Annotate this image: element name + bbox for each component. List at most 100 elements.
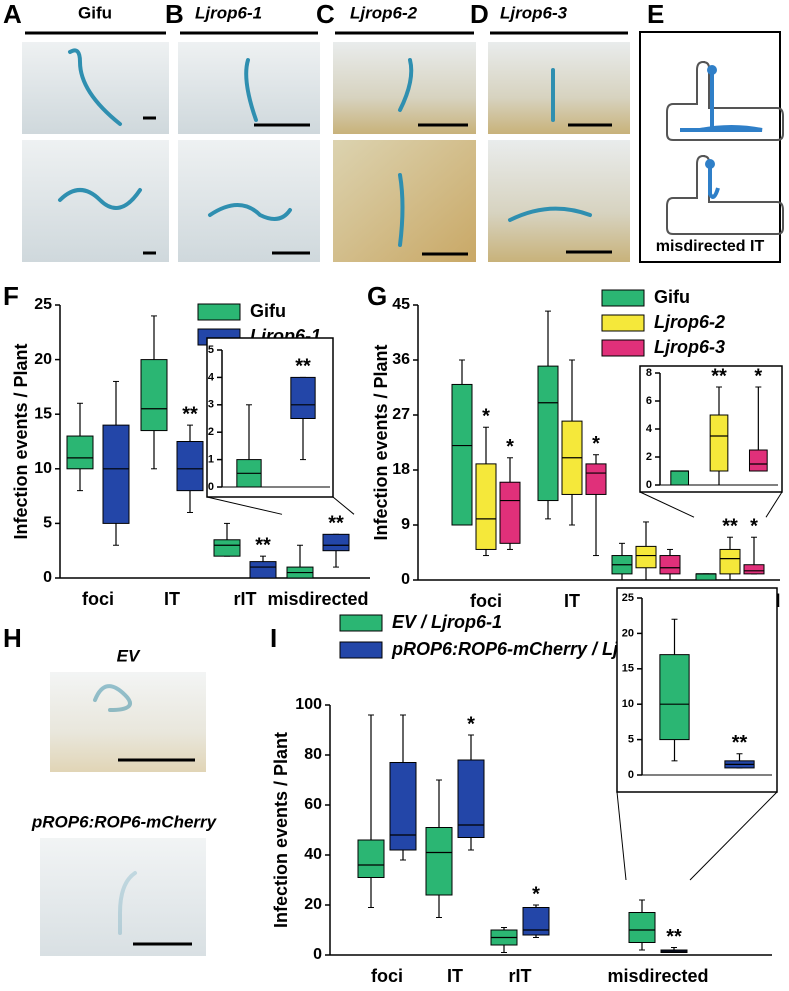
x-tick-label: IT <box>564 591 580 611</box>
x-tick-label: rIT <box>233 589 256 609</box>
x-tick-label: foci <box>82 589 114 609</box>
y-tick-label: 10 <box>622 698 634 710</box>
y-tick-label: 20 <box>34 351 52 368</box>
box <box>743 564 765 575</box>
connector <box>332 496 355 515</box>
significance: ** <box>182 403 198 425</box>
y-tick-label: 15 <box>622 663 634 675</box>
legend-label: pROP6:ROP6-mCherry / Ljrop6-1 <box>391 639 673 659</box>
box <box>659 555 681 575</box>
significance: ** <box>295 356 311 378</box>
y-tick-label: 18 <box>392 461 410 478</box>
connector <box>689 791 778 881</box>
significance: ** <box>666 926 682 948</box>
diagram: misdirected IT E <box>639 0 784 263</box>
y-tick-label: 100 <box>295 696 322 713</box>
y-tick-label: 3 <box>208 399 214 411</box>
box <box>213 539 241 557</box>
box <box>659 654 690 741</box>
box <box>695 573 717 581</box>
legend-swatch <box>601 314 645 332</box>
y-tick-label: 4 <box>646 423 653 435</box>
box <box>522 907 550 936</box>
y-tick-label: 2 <box>208 426 214 438</box>
legend-swatch <box>339 641 383 659</box>
y-tick-label: 0 <box>628 769 634 781</box>
y-tick-label: 10 <box>34 460 52 477</box>
box <box>357 839 385 878</box>
panel-letter: A <box>3 0 22 29</box>
y-tick-label: 2 <box>646 451 652 463</box>
y-tick-label: 0 <box>43 569 52 586</box>
legend-label: Ljrop6-3 <box>654 337 725 357</box>
box <box>628 912 656 943</box>
panel-letter: F <box>3 281 19 311</box>
significance: * <box>592 433 600 455</box>
box <box>475 463 497 550</box>
y-tick-label: 5 <box>43 515 52 532</box>
scale-bars <box>25 31 628 946</box>
box <box>670 470 690 486</box>
legend-swatch <box>339 614 383 632</box>
x-tick-label: rIT <box>508 966 531 986</box>
y-tick-label: 80 <box>304 746 322 763</box>
photo <box>488 140 630 262</box>
y-axis-label: Infection events / Plant <box>11 343 31 539</box>
x-tick-label: IT <box>164 589 180 609</box>
connector <box>639 491 695 518</box>
photo <box>178 140 320 262</box>
connector <box>765 491 783 518</box>
panel-letter: I <box>270 623 277 653</box>
photo-title: EV <box>117 646 141 665</box>
significance: * <box>754 365 762 387</box>
y-tick-label: 5 <box>628 734 634 746</box>
y-axis-label: Infection events / Plant <box>371 344 391 540</box>
box <box>748 449 768 472</box>
y-tick-label: 15 <box>34 405 52 422</box>
x-tick-label: misdirected <box>267 589 368 609</box>
significance: * <box>532 883 540 905</box>
y-tick-label: 60 <box>304 796 322 813</box>
box <box>425 827 453 896</box>
photo <box>488 42 630 134</box>
y-tick-label: 45 <box>392 296 410 313</box>
y-tick-label: 0 <box>401 571 410 588</box>
box <box>585 463 607 495</box>
photo-title: Ljrop6-1 <box>195 3 262 22</box>
panel-letter: B <box>165 0 184 29</box>
y-tick-label: 20 <box>304 896 322 913</box>
connector <box>616 791 627 881</box>
significance: ** <box>255 534 271 556</box>
y-tick-label: 6 <box>646 395 652 407</box>
y-tick-label: 4 <box>208 371 215 383</box>
box <box>389 762 417 851</box>
legend-label: EV / Ljrop6-1 <box>392 612 502 632</box>
diagram-caption: misdirected IT <box>656 238 765 255</box>
box <box>102 424 130 524</box>
y-tick-label: 36 <box>392 351 410 368</box>
box <box>290 376 316 419</box>
panel-letter: H <box>3 623 22 653</box>
photo-title: pROP6:ROP6-mCherry <box>31 812 218 831</box>
box <box>249 561 277 579</box>
y-tick-label: 25 <box>622 592 634 604</box>
box <box>635 545 657 569</box>
significance: * <box>750 516 758 538</box>
photo <box>22 140 169 262</box>
legend-swatch <box>197 303 241 321</box>
y-tick-label: 40 <box>304 846 322 863</box>
significance: * <box>482 406 490 428</box>
y-axis-label: Infection events / Plant <box>271 732 291 928</box>
box <box>499 481 521 544</box>
y-tick-label: 5 <box>208 344 214 356</box>
x-tick-label: foci <box>371 966 403 986</box>
y-tick-label: 20 <box>622 627 634 639</box>
box <box>537 365 559 502</box>
photo-title: Ljrop6-2 <box>350 3 418 22</box>
legend-label: Gifu <box>250 301 286 321</box>
significance: ** <box>732 732 748 754</box>
panel-letter: C <box>316 0 335 29</box>
photo-title: Ljrop6-3 <box>500 3 568 22</box>
y-tick-label: 0 <box>208 481 214 493</box>
box <box>719 548 741 575</box>
